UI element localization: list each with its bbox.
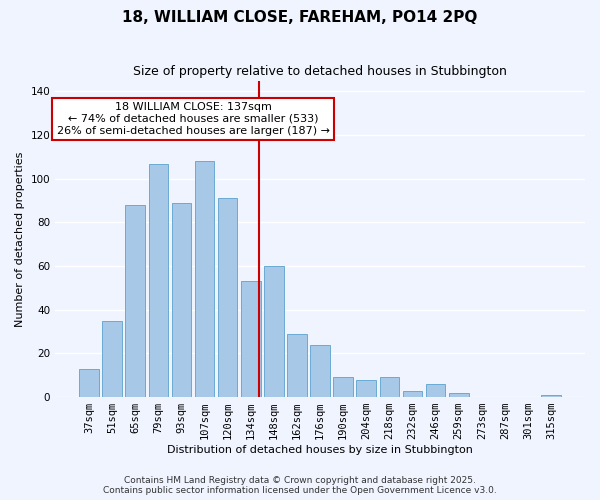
Bar bbox=[356, 380, 376, 397]
Bar bbox=[403, 390, 422, 397]
Y-axis label: Number of detached properties: Number of detached properties bbox=[15, 151, 25, 326]
Bar bbox=[380, 378, 399, 397]
Bar bbox=[218, 198, 238, 397]
X-axis label: Distribution of detached houses by size in Stubbington: Distribution of detached houses by size … bbox=[167, 445, 473, 455]
Bar bbox=[449, 392, 469, 397]
Bar bbox=[264, 266, 284, 397]
Text: Contains HM Land Registry data © Crown copyright and database right 2025.
Contai: Contains HM Land Registry data © Crown c… bbox=[103, 476, 497, 495]
Bar bbox=[287, 334, 307, 397]
Bar bbox=[334, 378, 353, 397]
Bar bbox=[172, 203, 191, 397]
Text: 18 WILLIAM CLOSE: 137sqm
← 74% of detached houses are smaller (533)
26% of semi-: 18 WILLIAM CLOSE: 137sqm ← 74% of detach… bbox=[56, 102, 329, 136]
Bar bbox=[241, 282, 260, 397]
Text: 18, WILLIAM CLOSE, FAREHAM, PO14 2PQ: 18, WILLIAM CLOSE, FAREHAM, PO14 2PQ bbox=[122, 10, 478, 25]
Bar bbox=[195, 162, 214, 397]
Bar bbox=[125, 205, 145, 397]
Bar bbox=[79, 368, 99, 397]
Bar bbox=[149, 164, 168, 397]
Bar bbox=[103, 320, 122, 397]
Bar bbox=[426, 384, 445, 397]
Title: Size of property relative to detached houses in Stubbington: Size of property relative to detached ho… bbox=[133, 65, 507, 78]
Bar bbox=[541, 395, 561, 397]
Bar bbox=[310, 344, 330, 397]
